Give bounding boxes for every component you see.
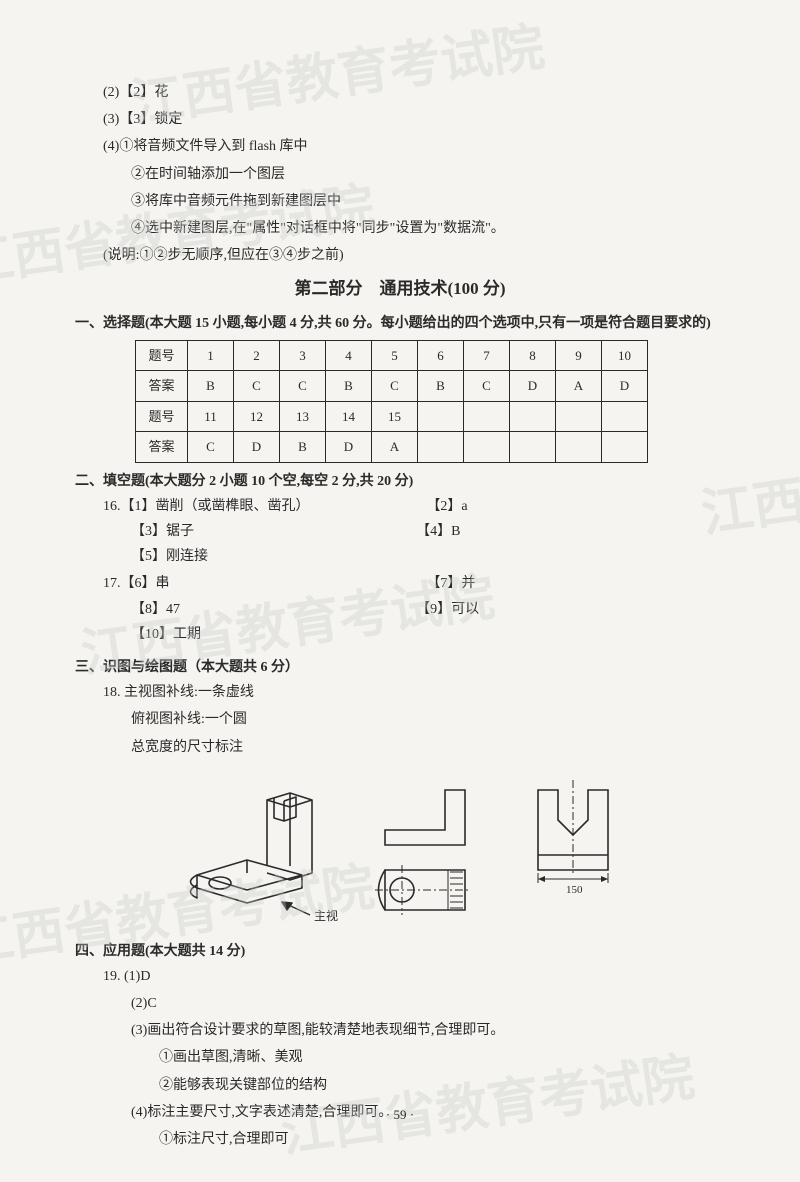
section2-header: 二、填空题(本大题分 2 小题 10 个空,每空 2 分,共 20 分) xyxy=(75,469,725,494)
answer-item: (2)【2】花 xyxy=(75,80,725,105)
page-number: · 59 · xyxy=(0,1103,800,1126)
section1-header: 一、选择题(本大题 15 小题,每小题 4 分,共 60 分。每小题给出的四个选… xyxy=(75,311,725,336)
row-label: 题号 xyxy=(136,401,188,431)
fill-blank: 【7】并 xyxy=(426,571,725,596)
row-label: 答案 xyxy=(136,371,188,401)
fill-blank: 【2】a xyxy=(426,494,725,519)
row-label: 题号 xyxy=(136,341,188,371)
answer-note: (说明:①②步无顺序,但应在③④步之前) xyxy=(75,243,725,268)
q19-line: (2)C xyxy=(75,991,725,1016)
table-row: 答案 BCCBCBCDAD xyxy=(136,371,648,401)
isometric-figure: 主视 xyxy=(172,770,342,925)
fill-blank: 【5】刚连接 xyxy=(75,544,725,569)
answer-table: 题号 12345678910 答案 BCCBCBCDAD 题号 11121314… xyxy=(135,340,648,463)
fill-blank: 【8】47 xyxy=(131,597,416,622)
fill-blank: 【4】B xyxy=(416,519,701,544)
ortho-views-figure xyxy=(370,775,490,925)
q19-line: 19. (1)D xyxy=(75,964,725,989)
answer-item: (4)①将音频文件导入到 flash 库中 xyxy=(75,134,725,159)
figure-row: 主视 150 xyxy=(75,770,725,925)
svg-text:主视: 主视 xyxy=(314,908,338,923)
row-label: 答案 xyxy=(136,432,188,462)
fill-blank: 【9】可以 xyxy=(416,597,701,622)
front-view-figure: 150 xyxy=(518,775,628,925)
section4-header: 四、应用题(本大题共 14 分) xyxy=(75,939,725,964)
answer-subitem: ③将库中音频元件拖到新建图层中 xyxy=(75,189,725,214)
table-row: 答案 CDBDA xyxy=(136,432,648,462)
fill-blank: 【3】锯子 xyxy=(131,519,416,544)
q18-line: 18. 主视图补线:一条虚线 xyxy=(75,680,725,705)
q19-subline: ①画出草图,清晰、美观 xyxy=(75,1045,725,1070)
section3-header: 三、识图与绘图题（本大题共 6 分） xyxy=(75,655,725,680)
answer-subitem: ④选中新建图层,在"属性"对话框中将"同步"设置为"数据流"。 xyxy=(75,216,725,241)
q19-subline: ②能够表现关键部位的结构 xyxy=(75,1073,725,1098)
table-row: 题号 12345678910 xyxy=(136,341,648,371)
q19-subline: ①标注尺寸,合理即可 xyxy=(75,1127,725,1152)
q19-line: (3)画出符合设计要求的草图,能较清楚地表现细节,合理即可。 xyxy=(75,1018,725,1043)
q18-line: 总宽度的尺寸标注 xyxy=(75,735,725,760)
fill-blank: 【10】工期 xyxy=(75,622,725,647)
fill-blank: 16.【1】凿削（或凿榫眼、凿孔） xyxy=(103,494,426,519)
q18-line: 俯视图补线:一个圆 xyxy=(75,707,725,732)
answer-item: (3)【3】锁定 xyxy=(75,107,725,132)
part2-title: 第二部分 通用技术(100 分) xyxy=(75,274,725,305)
fill-blank: 17.【6】串 xyxy=(103,571,426,596)
table-row: 题号 1112131415 xyxy=(136,401,648,431)
answer-subitem: ②在时间轴添加一个图层 xyxy=(75,162,725,187)
svg-text:150: 150 xyxy=(566,884,583,896)
